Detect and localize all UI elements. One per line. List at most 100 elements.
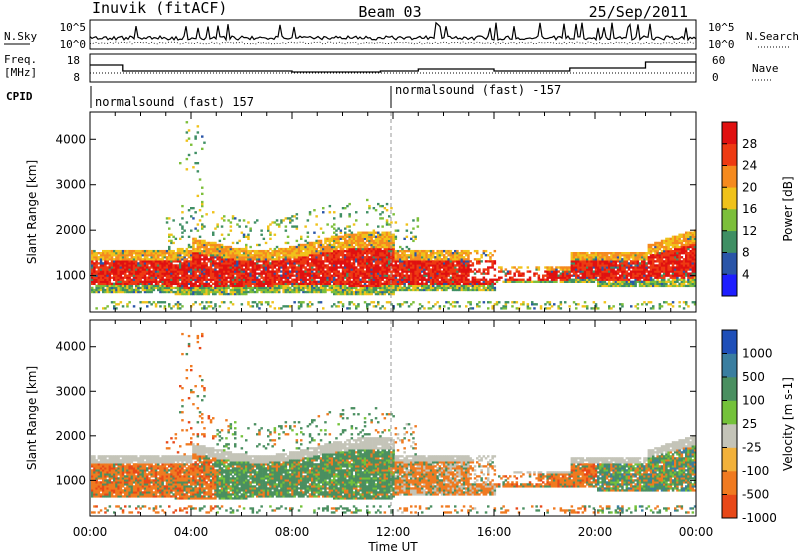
power-cell bbox=[438, 252, 442, 255]
power-cell bbox=[201, 272, 204, 275]
power-cell bbox=[586, 260, 589, 263]
power-cell bbox=[425, 274, 428, 277]
power-cell bbox=[412, 249, 415, 253]
power-cell bbox=[190, 260, 193, 263]
power-cell bbox=[280, 260, 283, 263]
power-cell bbox=[245, 247, 248, 251]
power-cell bbox=[218, 239, 222, 243]
power-cell bbox=[399, 256, 402, 259]
power-cell bbox=[260, 284, 263, 288]
power-cell bbox=[328, 276, 332, 279]
power-cell bbox=[278, 282, 281, 286]
power-cell bbox=[421, 249, 424, 253]
power-cell bbox=[306, 254, 310, 257]
power-cell bbox=[236, 247, 239, 251]
power-cell bbox=[273, 258, 277, 261]
power-cell bbox=[165, 280, 169, 283]
noise-right-tick-bottom: 10^0 bbox=[708, 38, 735, 51]
power-cell bbox=[546, 270, 549, 273]
power-cell bbox=[352, 276, 356, 279]
date-title: 25/Sep/2011 bbox=[589, 3, 688, 21]
power-cell bbox=[418, 266, 422, 269]
power-cell bbox=[194, 258, 197, 261]
power-cell bbox=[205, 256, 208, 259]
power-cell bbox=[293, 286, 296, 290]
power-cell bbox=[359, 270, 362, 273]
power-cell bbox=[368, 252, 371, 255]
power-cell bbox=[487, 284, 490, 288]
power-cell bbox=[275, 254, 279, 257]
power-cell bbox=[517, 280, 521, 283]
power-cell bbox=[357, 282, 360, 286]
power-cell bbox=[262, 262, 266, 265]
power-cell bbox=[284, 276, 288, 279]
power-cell bbox=[377, 247, 380, 251]
power-cell bbox=[212, 211, 215, 214]
power-cell bbox=[223, 288, 226, 292]
power-cell bbox=[594, 307, 598, 310]
power-cell bbox=[588, 264, 591, 267]
power-cell bbox=[300, 252, 303, 255]
power-cell bbox=[218, 247, 222, 251]
power-cell bbox=[403, 256, 406, 259]
power-cell bbox=[447, 272, 450, 275]
power-cell bbox=[328, 245, 332, 249]
power-cell bbox=[300, 237, 303, 241]
power-cell bbox=[427, 254, 431, 257]
power-cell bbox=[157, 288, 160, 292]
power-cell bbox=[130, 284, 134, 288]
power-cell bbox=[126, 284, 129, 288]
power-cell bbox=[229, 260, 233, 263]
power-cell bbox=[179, 237, 182, 241]
power-cell bbox=[110, 301, 114, 304]
power-cell bbox=[348, 239, 351, 243]
power-cell bbox=[143, 274, 147, 277]
power-cell bbox=[597, 268, 600, 271]
power-cell bbox=[108, 286, 112, 290]
power-cell bbox=[104, 290, 107, 294]
power-cell bbox=[478, 286, 481, 290]
power-cell bbox=[616, 272, 620, 275]
power-cell bbox=[291, 272, 294, 275]
power-cell bbox=[93, 270, 96, 273]
power-cell bbox=[205, 270, 208, 273]
power-cell bbox=[368, 235, 371, 238]
power-cell bbox=[209, 305, 213, 308]
power-cell bbox=[438, 276, 442, 279]
power-cell bbox=[487, 266, 490, 269]
power-cell bbox=[385, 288, 389, 292]
power-cell bbox=[135, 278, 138, 281]
power-cell bbox=[168, 260, 171, 263]
power-cell bbox=[102, 258, 105, 261]
power-cell bbox=[581, 256, 585, 259]
power-cell bbox=[183, 292, 186, 296]
power-cell bbox=[421, 270, 424, 273]
power-cell bbox=[612, 262, 615, 265]
power-cell bbox=[110, 276, 114, 279]
power-cell bbox=[256, 286, 259, 290]
power-cell bbox=[370, 286, 373, 290]
power-cell bbox=[302, 264, 305, 267]
power-cell bbox=[423, 258, 426, 261]
power-cell bbox=[553, 274, 556, 277]
power-cell bbox=[337, 237, 340, 241]
power-cell bbox=[385, 270, 389, 273]
power-cell bbox=[447, 258, 450, 261]
power-cell bbox=[388, 280, 391, 283]
power-cell bbox=[216, 274, 219, 277]
power-cell bbox=[605, 276, 609, 279]
power-cell bbox=[240, 231, 244, 234]
power-cell bbox=[304, 256, 307, 259]
power-cell bbox=[381, 204, 384, 208]
power-cell bbox=[381, 274, 384, 277]
power-cell bbox=[300, 270, 303, 273]
power-cell bbox=[372, 239, 376, 243]
power-cell bbox=[566, 268, 569, 271]
power-cell bbox=[115, 266, 118, 269]
power-cell bbox=[451, 305, 455, 308]
power-cell bbox=[555, 276, 558, 279]
power-cell bbox=[544, 278, 547, 281]
power-cell bbox=[434, 258, 437, 261]
power-cell bbox=[242, 270, 246, 273]
power-cell bbox=[240, 286, 244, 290]
